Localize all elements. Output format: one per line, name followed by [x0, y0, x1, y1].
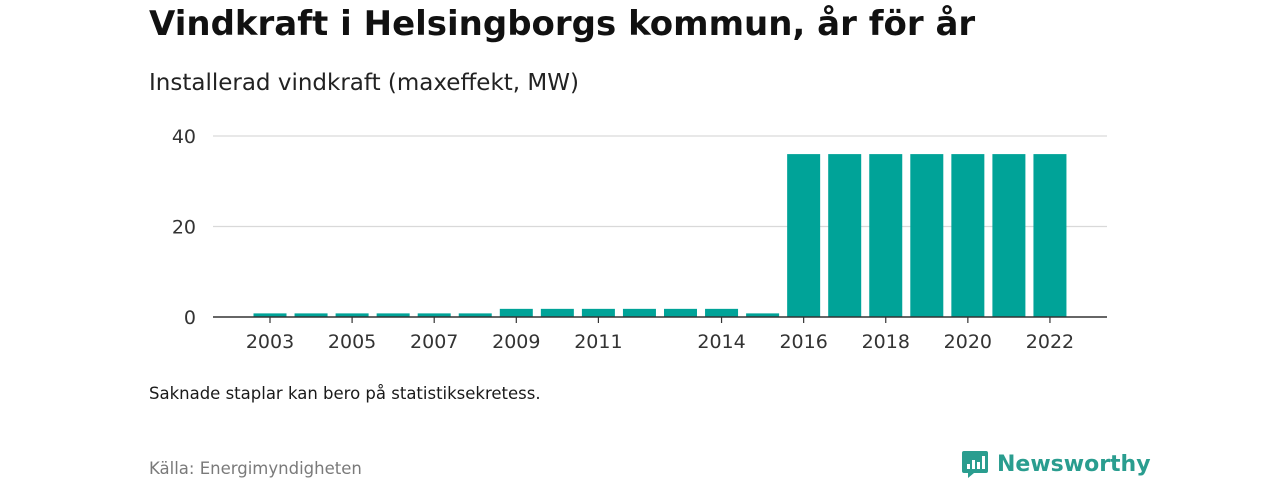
source-label: Källa: Energimyndigheten: [149, 459, 362, 478]
bar-2007: [417, 313, 451, 317]
brand-name: Newsworthy: [997, 451, 1151, 477]
bar-2021: [992, 154, 1026, 317]
x-tick-label: 2018: [862, 331, 910, 353]
y-tick-label: 0: [184, 307, 196, 329]
newsworthy-logo-icon: [962, 451, 988, 478]
bar-layer: [253, 154, 1067, 317]
bar-2015: [746, 313, 780, 317]
y-tick-label: 40: [172, 126, 196, 148]
brand-logo: Newsworthy: [961, 447, 1151, 481]
bar-2016: [787, 154, 821, 317]
x-tick-label: 2005: [328, 331, 376, 353]
x-tick-label: 2011: [574, 331, 622, 353]
x-tick-label: 2016: [779, 331, 827, 353]
bar-chart: 0 20 40 2003 2005 2007 2009 2011 2014 2016 2018 202…: [172, 126, 1107, 353]
bar-2008: [458, 313, 492, 317]
bar-2018: [869, 154, 903, 317]
chart-title: Vindkraft i Helsingborgs kommun, år för …: [149, 4, 976, 44]
bar-2014: [705, 308, 739, 317]
axis-layer: 0 20 40 2003 2005 2007 2009 2011 2014 2016 2018 202…: [172, 126, 1107, 353]
x-tick-label: 2007: [410, 331, 458, 353]
x-tick-label: 2022: [1026, 331, 1074, 353]
bar-2009: [499, 308, 533, 317]
bar-2003: [253, 313, 287, 317]
bar-2005: [335, 313, 369, 317]
bar-2019: [910, 154, 944, 317]
bar-2004: [294, 313, 328, 317]
footnote: Saknade staplar kan bero på statistiksek…: [149, 384, 541, 403]
bar-2011: [581, 308, 615, 317]
bar-2017: [828, 154, 862, 317]
chart-subtitle: Installerad vindkraft (maxeffekt, MW): [149, 70, 579, 96]
bar-2020: [951, 154, 985, 317]
bar-2012: [622, 308, 656, 317]
bar-2010: [540, 308, 574, 317]
y-tick-label: 20: [172, 217, 196, 239]
bar-2006: [376, 313, 410, 317]
bar-2013: [664, 308, 697, 317]
bar-2022: [1033, 154, 1067, 317]
x-tick-label: 2009: [492, 331, 540, 353]
x-tick-label: 2014: [697, 331, 745, 353]
x-tick-label: 2003: [246, 331, 294, 353]
x-tick-label: 2020: [944, 331, 992, 353]
